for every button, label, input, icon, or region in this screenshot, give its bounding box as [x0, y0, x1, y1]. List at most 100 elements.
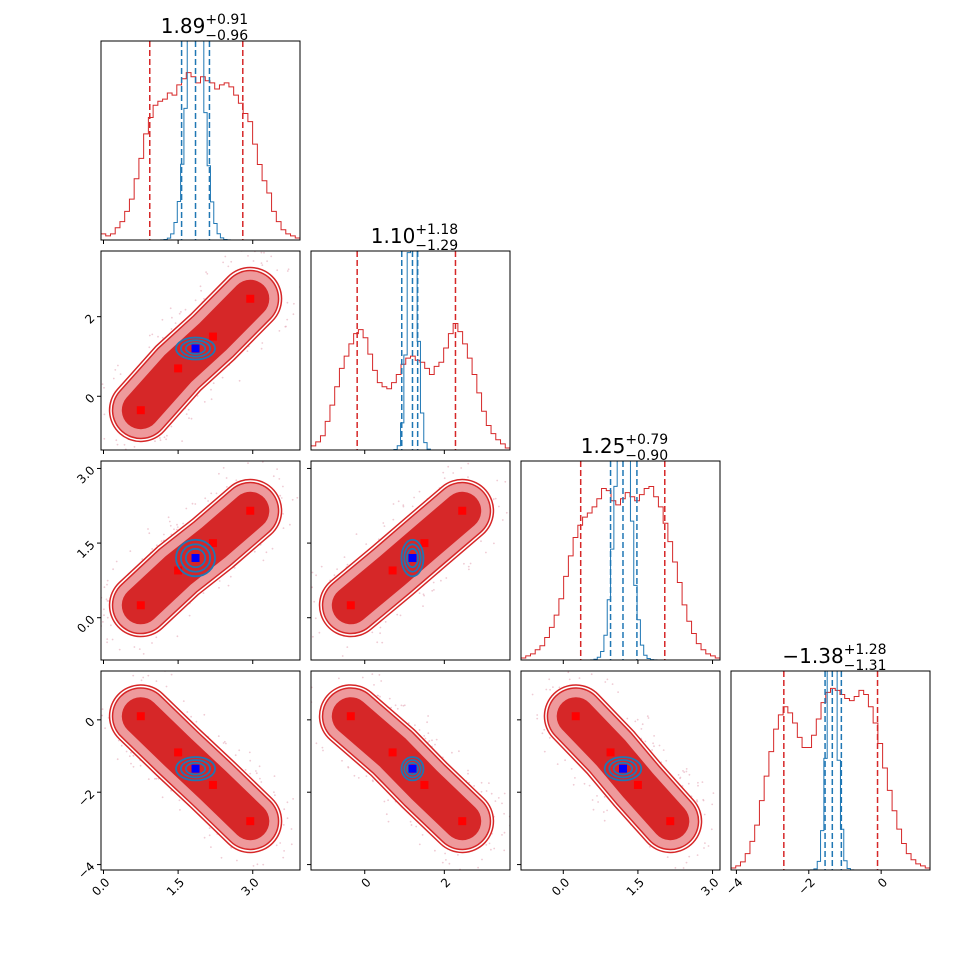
contour-panel-4-3: 0.0 1.5 3.0: [517, 670, 722, 899]
sample-dot: [347, 766, 350, 769]
sample-dot: [181, 440, 184, 442]
sample-dot: [467, 462, 470, 465]
sample-dot: [235, 479, 238, 482]
sample-dot: [260, 251, 263, 254]
sample-dot: [282, 824, 285, 826]
blue-truth-marker: [191, 764, 200, 773]
sample-dot: [224, 255, 227, 258]
sample-dot: [305, 718, 307, 720]
sample-dot: [168, 520, 171, 523]
contour-panel-2-1: 02: [82, 250, 301, 454]
sample-dot: [202, 592, 205, 594]
sample-dot: [249, 759, 252, 762]
blue-contour: [400, 756, 425, 782]
sample-dot: [493, 542, 495, 545]
sample-dot: [103, 586, 106, 589]
sample-dot: [463, 562, 465, 565]
sample-dot: [293, 302, 295, 305]
sample-dot: [259, 777, 261, 780]
sample-dot: [308, 717, 310, 719]
sample-dot: [163, 436, 166, 439]
sample-dot: [130, 751, 132, 754]
sample-dot: [282, 485, 284, 488]
sample-dot: [117, 739, 120, 742]
sample-dot: [262, 559, 265, 562]
sample-dot: [543, 750, 546, 753]
sample-dot: [702, 799, 705, 802]
sample-dot: [572, 783, 575, 786]
sample-dot: [266, 260, 268, 263]
red-mode-marker: [208, 780, 217, 789]
sample-dot: [494, 800, 497, 802]
panel-frame: [730, 670, 931, 871]
sample-dot: [488, 782, 490, 784]
panel-title: 1.10+1.18 −1.29: [371, 222, 458, 254]
sample-dot: [682, 770, 684, 772]
sample-dot: [477, 866, 479, 869]
sample-dot: [428, 740, 431, 742]
sample-dot: [112, 568, 114, 571]
sample-dot: [468, 781, 470, 784]
sample-dot: [548, 678, 551, 681]
sample-dot: [469, 562, 472, 565]
sample-dot: [276, 468, 278, 470]
sample-dot: [248, 751, 251, 754]
sample-dot: [480, 781, 483, 784]
sample-dot: [190, 715, 193, 718]
sample-dot: [641, 723, 644, 726]
sample-dot: [204, 497, 207, 500]
sample-dot: [119, 373, 122, 375]
sample-dot: [206, 272, 209, 275]
sample-dot: [159, 439, 162, 442]
sample-dot: [194, 503, 197, 505]
sample-dot: [210, 388, 212, 391]
sample-dot: [184, 308, 187, 311]
sample-dot: [154, 440, 156, 443]
sample-dot: [125, 750, 128, 753]
sample-dot: [246, 350, 249, 352]
blue-contour: [175, 756, 216, 782]
sample-dot: [286, 318, 289, 321]
sample-dot: [287, 268, 290, 271]
sample-dot: [120, 744, 123, 747]
sample-dot: [210, 398, 213, 401]
panel-title: 1.25+0.79 −0.90: [581, 432, 668, 464]
blue-contour: [406, 761, 419, 776]
sample-dot: [711, 803, 714, 806]
sample-dot: [185, 507, 188, 510]
sample-dot: [688, 855, 691, 858]
sample-dot: [210, 492, 213, 495]
sample-dot: [434, 849, 436, 852]
sample-dot: [397, 500, 400, 503]
sample-dot: [182, 522, 185, 525]
sample-dot: [218, 580, 221, 582]
sample-dot: [504, 480, 507, 483]
sample-dot: [501, 519, 504, 521]
sample-dot: [394, 704, 397, 707]
sample-dot: [407, 722, 410, 724]
sample-dot: [290, 828, 293, 830]
sample-dot: [387, 799, 389, 802]
sample-dot: [148, 334, 151, 337]
sample-dot: [163, 533, 165, 536]
sample-dot: [238, 379, 241, 382]
sample-dot: [106, 579, 109, 582]
sample-dot: [261, 264, 264, 266]
sample-dot: [422, 605, 424, 607]
sample-dot: [223, 740, 226, 743]
sample-dot: [396, 707, 399, 710]
sample-dot: [682, 867, 685, 869]
sample-dot: [315, 574, 317, 577]
sample-dot: [501, 802, 503, 805]
panel-frame: [520, 460, 721, 661]
sample-dot: [399, 614, 402, 617]
sample-dot: [249, 772, 252, 775]
sample-dot: [174, 322, 177, 324]
sample-dot: [286, 270, 289, 272]
sample-dot: [103, 437, 106, 440]
sample-dot: [418, 592, 421, 594]
x-tick-label: 0.0: [549, 875, 572, 898]
contour-panel-4-1: 0.0 1.5 3.0 −4 −2 0: [75, 670, 301, 899]
sample-dot: [265, 551, 268, 554]
sample-dot: [617, 691, 619, 693]
